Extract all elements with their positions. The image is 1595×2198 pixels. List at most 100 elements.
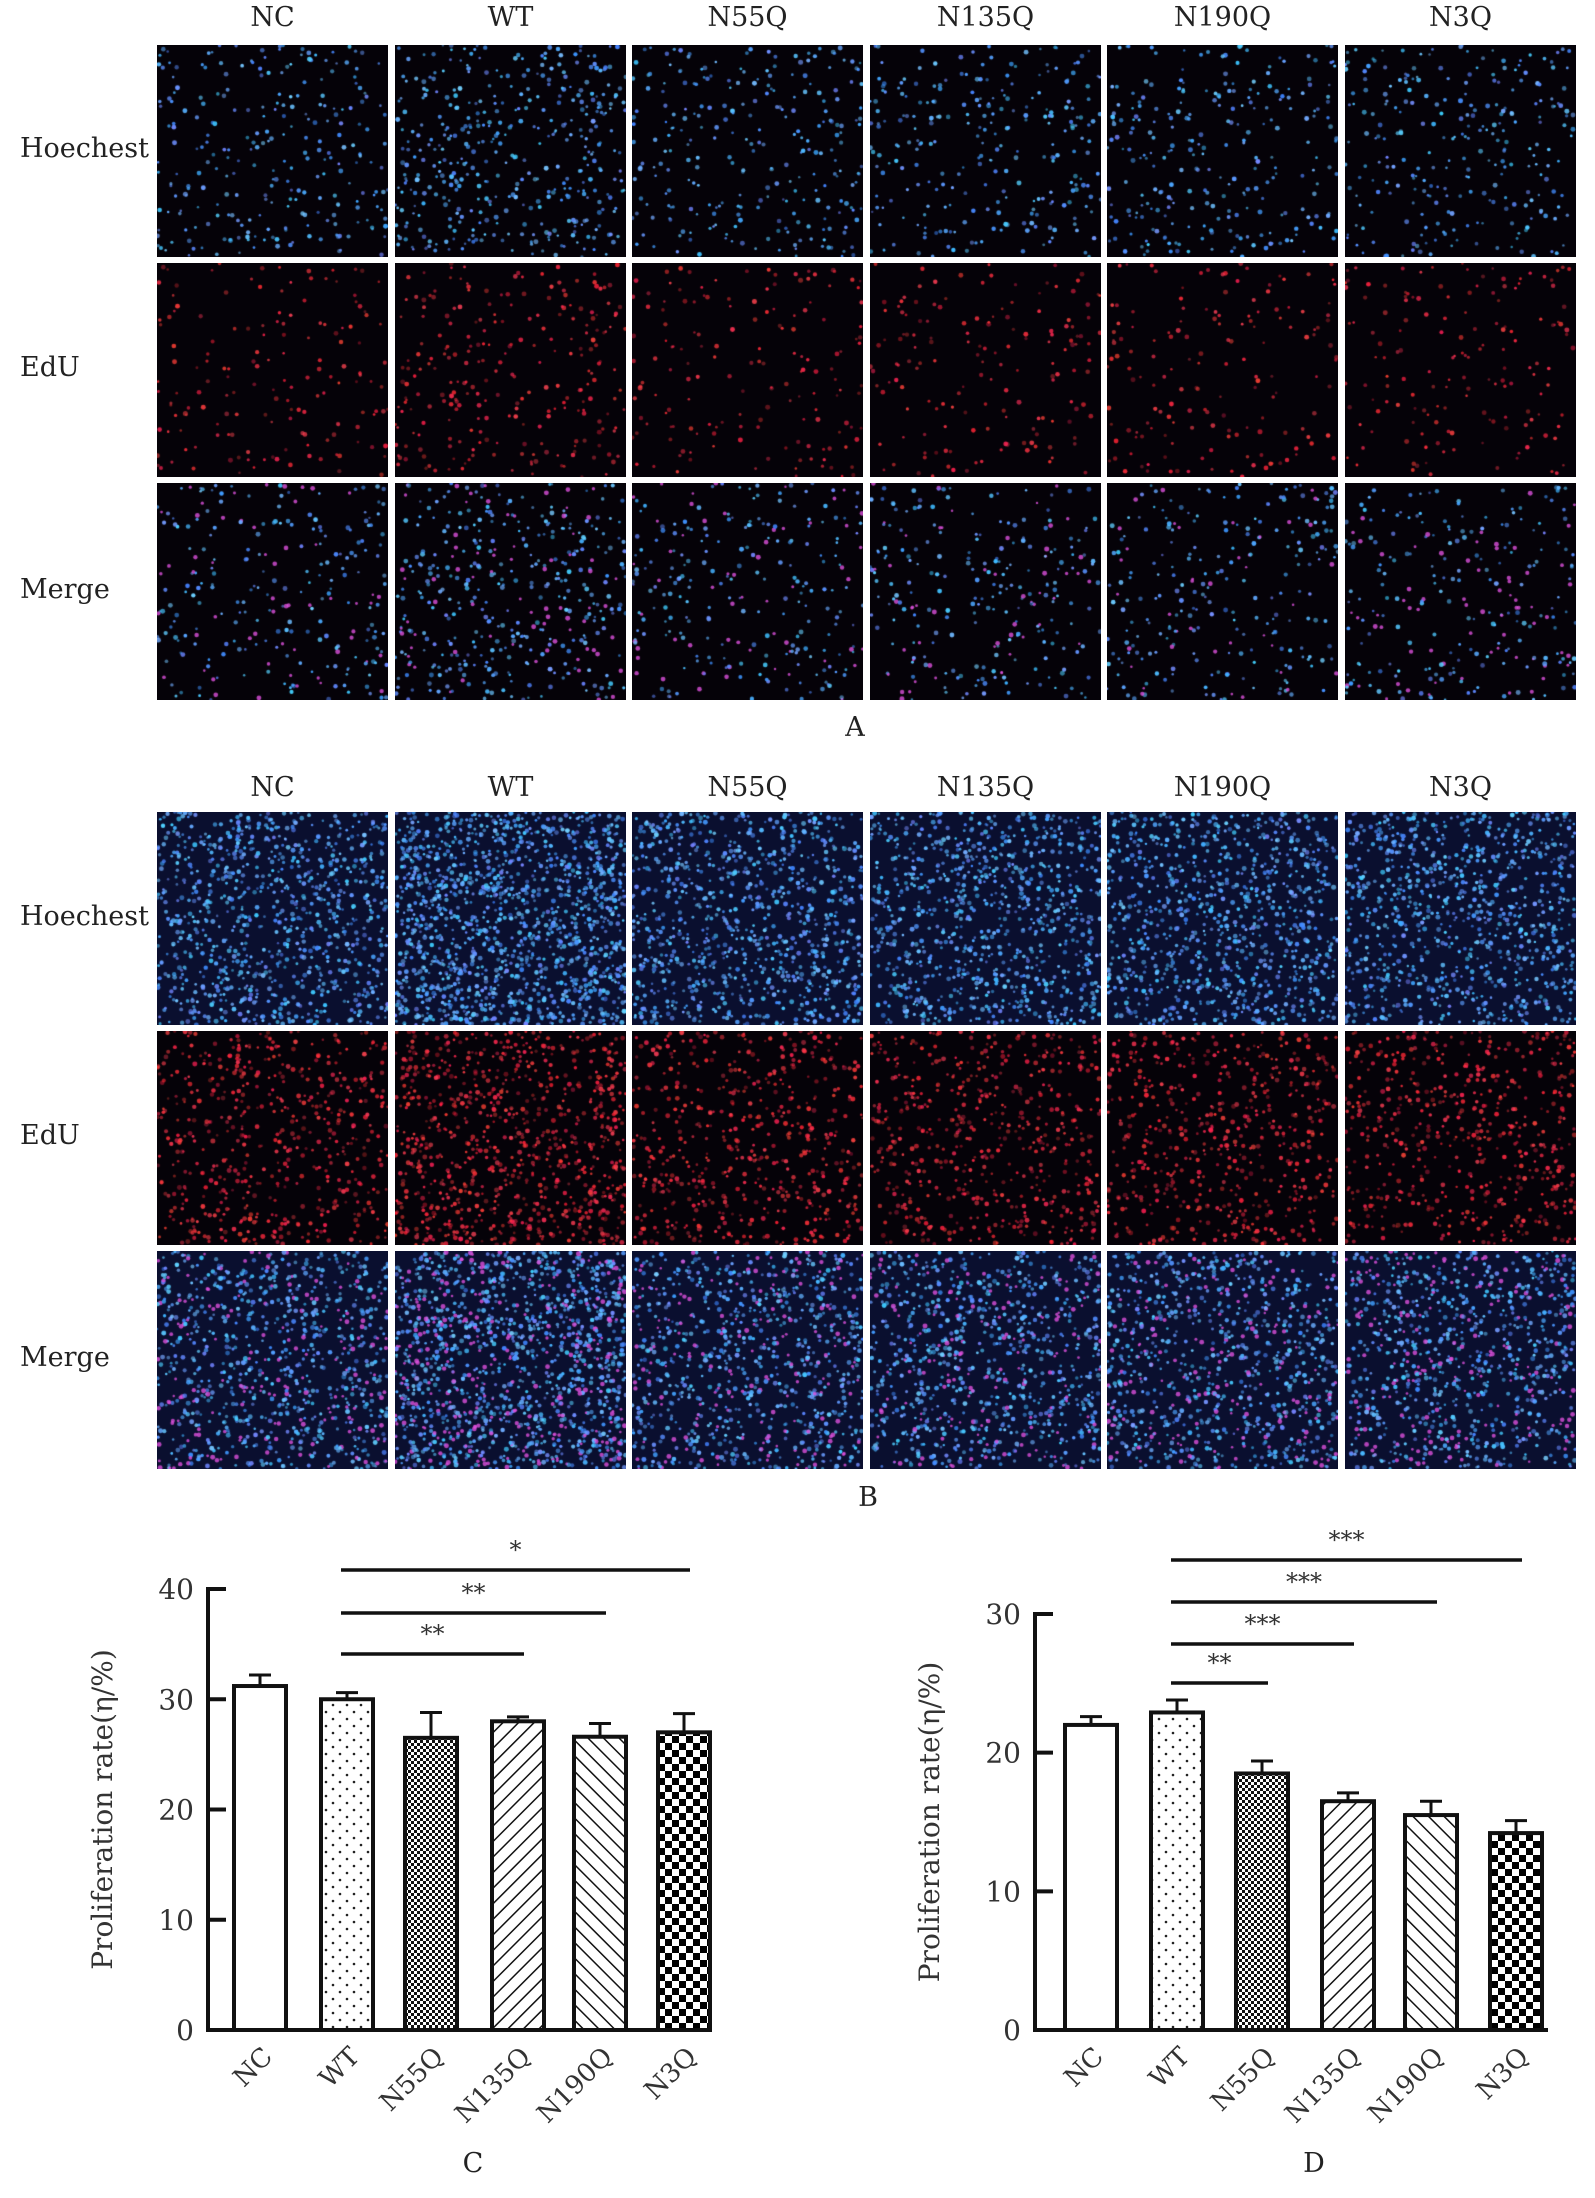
panel-b-column-header: NC — [250, 772, 295, 803]
panel-b-micrograph-hoechest-n135q — [870, 812, 1101, 1025]
x-tick-label: N190Q — [1362, 2042, 1449, 2129]
panel-b-micrograph-edu-n55q — [632, 1031, 863, 1245]
panel-a-row-label: Hoechest — [20, 133, 149, 164]
y-axis-label: Proliferation rate(η/%) — [913, 1662, 946, 1983]
bar-n3q — [1488, 1831, 1544, 2033]
panel-a-micrograph-edu-n3q — [1345, 263, 1576, 477]
bar-nc — [232, 1684, 288, 2033]
panel-a-column-header: N135Q — [936, 2, 1035, 33]
panel-a-micrograph-merge-n135q — [870, 483, 1101, 700]
x-tick-label: N135Q — [1279, 2042, 1366, 2129]
panel-b-micrograph-hoechest-n55q — [632, 812, 863, 1025]
panel-a-micrograph-edu-n190q — [1107, 263, 1338, 477]
significance-label: *** — [1245, 1610, 1281, 1638]
panel-b-micrograph-merge-n55q — [632, 1251, 863, 1469]
x-tick-label: N3Q — [1471, 2042, 1535, 2106]
y-tick-label: 0 — [176, 2014, 194, 2047]
significance-label: * — [510, 1536, 522, 1564]
panel-b-column-header: N55Q — [707, 772, 788, 803]
panel-b-micrograph-merge-nc — [157, 1251, 388, 1469]
x-tick-label: NC — [228, 2042, 279, 2093]
bar-nc — [1063, 1722, 1119, 2033]
panel-b-micrograph-edu-n3q — [1345, 1031, 1576, 1245]
y-axis-label: Proliferation rate(η/%) — [86, 1649, 119, 1970]
panel-a-micrograph-hoechest-n3q — [1345, 45, 1576, 257]
y-tick-label: 10 — [158, 1904, 194, 1937]
panel-b-micrograph-merge-n190q — [1107, 1251, 1338, 1469]
x-tick-label: N55Q — [1205, 2042, 1281, 2118]
panel-b-micrograph-hoechest-nc — [157, 812, 388, 1025]
panel-b-column-header: N135Q — [936, 772, 1035, 803]
panel-label-d: D — [1303, 2148, 1325, 2179]
bar-n135q — [490, 1719, 546, 2033]
panel-a-column-header: N190Q — [1173, 2, 1272, 33]
panel-a-micrograph-merge-nc — [157, 483, 388, 700]
panel-a-micrograph-edu-nc — [157, 263, 388, 477]
panel-b-micrograph-hoechest-wt — [395, 812, 626, 1025]
bar-n135q — [1320, 1799, 1376, 2032]
panel-b-micrograph-merge-n3q — [1345, 1251, 1576, 1469]
x-tick-label: NC — [1059, 2042, 1110, 2093]
panel-a-micrograph-edu-wt — [395, 263, 626, 477]
panel-b-row-label: Hoechest — [20, 900, 149, 932]
significance-label: *** — [1286, 1568, 1322, 1596]
y-tick-label: 10 — [985, 1875, 1021, 1908]
panel-a-row-label: Merge — [20, 573, 110, 605]
panel-b-micrograph-edu-n190q — [1107, 1031, 1338, 1245]
y-tick-label: 40 — [158, 1573, 194, 1606]
panel-a-micrograph-merge-n190q — [1107, 483, 1338, 700]
panel-b-micrograph-edu-nc — [157, 1031, 388, 1245]
panel-b-micrograph-hoechest-n3q — [1345, 812, 1576, 1025]
panel-b-row-label: EdU — [20, 1120, 80, 1151]
bar-n190q — [572, 1734, 628, 2032]
significance-label: ** — [421, 1620, 445, 1648]
panel-b-column-header: N190Q — [1173, 772, 1272, 803]
panel-a-micrograph-merge-n3q — [1345, 483, 1576, 700]
panel-b-column-header: WT — [487, 772, 534, 803]
panel-b-micrograph-merge-wt — [395, 1251, 626, 1469]
panel-a-micrograph-hoechest-wt — [395, 45, 626, 257]
panel-a-row-label: EdU — [20, 352, 80, 383]
bar-n3q — [656, 1730, 712, 2032]
panel-a-column-header: N55Q — [707, 2, 788, 33]
significance-label: ** — [462, 1579, 486, 1607]
panel-a-column-header: NC — [250, 2, 295, 33]
panel-b-micrograph-merge-n135q — [870, 1251, 1101, 1469]
panel-a-micrograph-hoechest-n135q — [870, 45, 1101, 257]
panel-label-a: A — [845, 712, 865, 743]
panel-b-micrograph-hoechest-n190q — [1107, 812, 1338, 1025]
panel-b-micrograph-edu-wt — [395, 1031, 626, 1245]
panel-a-micrograph-hoechest-n190q — [1107, 45, 1338, 257]
significance-label: ** — [1208, 1649, 1232, 1677]
panel-a-micrograph-hoechest-n55q — [632, 45, 863, 257]
x-tick-label: WT — [1144, 2041, 1197, 2094]
y-tick-label: 30 — [158, 1683, 194, 1716]
bar-wt — [1149, 1710, 1205, 2033]
x-tick-label: N55Q — [374, 2042, 450, 2118]
panel-a-micrograph-edu-n55q — [632, 263, 863, 477]
panel-a-micrograph-merge-wt — [395, 483, 626, 700]
panel-label-b: B — [858, 1482, 878, 1513]
y-tick-label: 0 — [1003, 2014, 1021, 2047]
panel-b-row-label: Merge — [20, 1342, 110, 1373]
panel-b-column-header: N3Q — [1429, 772, 1492, 803]
y-tick-label: 20 — [158, 1794, 194, 1827]
x-tick-label: N190Q — [531, 2042, 618, 2129]
bar-n55q — [403, 1735, 459, 2033]
panel-a-micrograph-hoechest-nc — [157, 45, 388, 257]
x-tick-label: N135Q — [449, 2042, 536, 2129]
bar-n190q — [1403, 1813, 1459, 2032]
y-tick-label: 20 — [985, 1737, 1021, 1770]
x-tick-label: WT — [314, 2041, 367, 2094]
bar-n55q — [1234, 1771, 1290, 2032]
panel-a-micrograph-merge-n55q — [632, 483, 863, 700]
panel-a-column-header: WT — [487, 2, 534, 33]
y-tick-label: 30 — [985, 1598, 1021, 1631]
panel-a-micrograph-edu-n135q — [870, 263, 1101, 477]
bar-wt — [319, 1697, 375, 2032]
significance-label: *** — [1329, 1526, 1365, 1554]
panel-a-column-header: N3Q — [1429, 2, 1492, 33]
x-tick-label: N3Q — [639, 2042, 703, 2106]
panel-b-micrograph-edu-n135q — [870, 1031, 1101, 1245]
